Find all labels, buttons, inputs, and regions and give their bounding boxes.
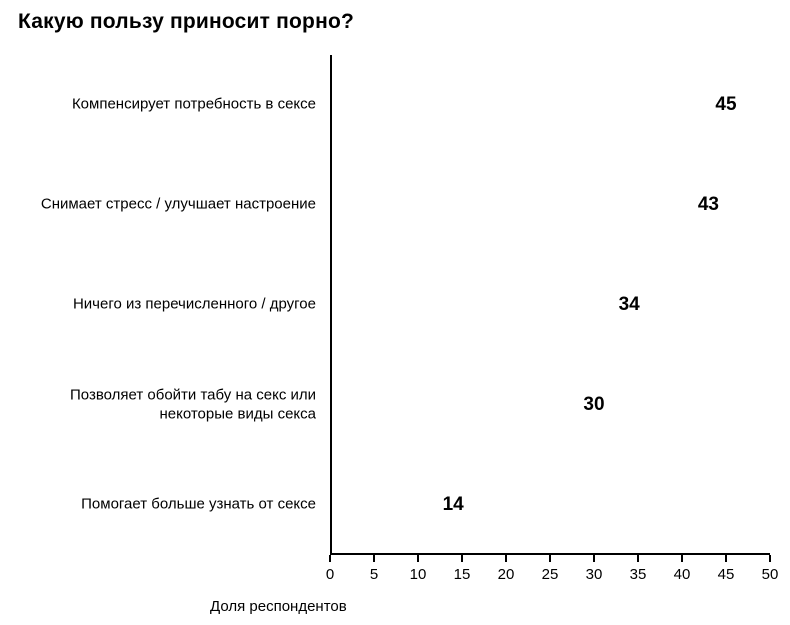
x-axis-label: Доля респондентов — [210, 598, 347, 615]
value-label: 30 — [583, 394, 604, 416]
x-tick — [461, 555, 463, 562]
value-label: 34 — [619, 294, 640, 316]
x-tick — [505, 555, 507, 562]
x-tick-label: 50 — [762, 566, 779, 583]
x-tick-label: 45 — [718, 566, 735, 583]
x-tick — [373, 555, 375, 562]
category-label: Позволяет обойти табу на секс или некото… — [20, 386, 330, 424]
y-axis — [330, 55, 332, 555]
x-tick — [681, 555, 683, 562]
value-label: 14 — [443, 494, 464, 516]
value-label: 45 — [715, 94, 736, 116]
chart-container: { "chart": { "type": "dot-horizontal", "… — [0, 0, 790, 625]
x-tick-label: 35 — [630, 566, 647, 583]
chart-title: Какую пользу приносит порно? — [18, 10, 354, 34]
x-tick-label: 0 — [326, 566, 334, 583]
x-tick-label: 20 — [498, 566, 515, 583]
x-tick — [593, 555, 595, 562]
x-tick — [725, 555, 727, 562]
x-tick — [637, 555, 639, 562]
x-tick-label: 40 — [674, 566, 691, 583]
plot-area: 05101520253035404550 Компенсирует потреб… — [330, 55, 770, 555]
x-tick — [549, 555, 551, 562]
category-label: Помогает больше узнать от сексе — [20, 496, 330, 515]
category-label: Ничего из перечисленного / другое — [20, 296, 330, 315]
category-label: Снимает стресс / улучшает настроение — [20, 196, 330, 215]
x-tick-label: 30 — [586, 566, 603, 583]
value-label: 43 — [698, 194, 719, 216]
x-tick-label: 10 — [410, 566, 427, 583]
x-tick-label: 25 — [542, 566, 559, 583]
x-tick-label: 5 — [370, 566, 378, 583]
x-tick — [417, 555, 419, 562]
x-tick — [769, 555, 771, 562]
category-label: Компенсирует потребность в сексе — [20, 96, 330, 115]
x-tick-label: 15 — [454, 566, 471, 583]
x-tick — [329, 555, 331, 562]
